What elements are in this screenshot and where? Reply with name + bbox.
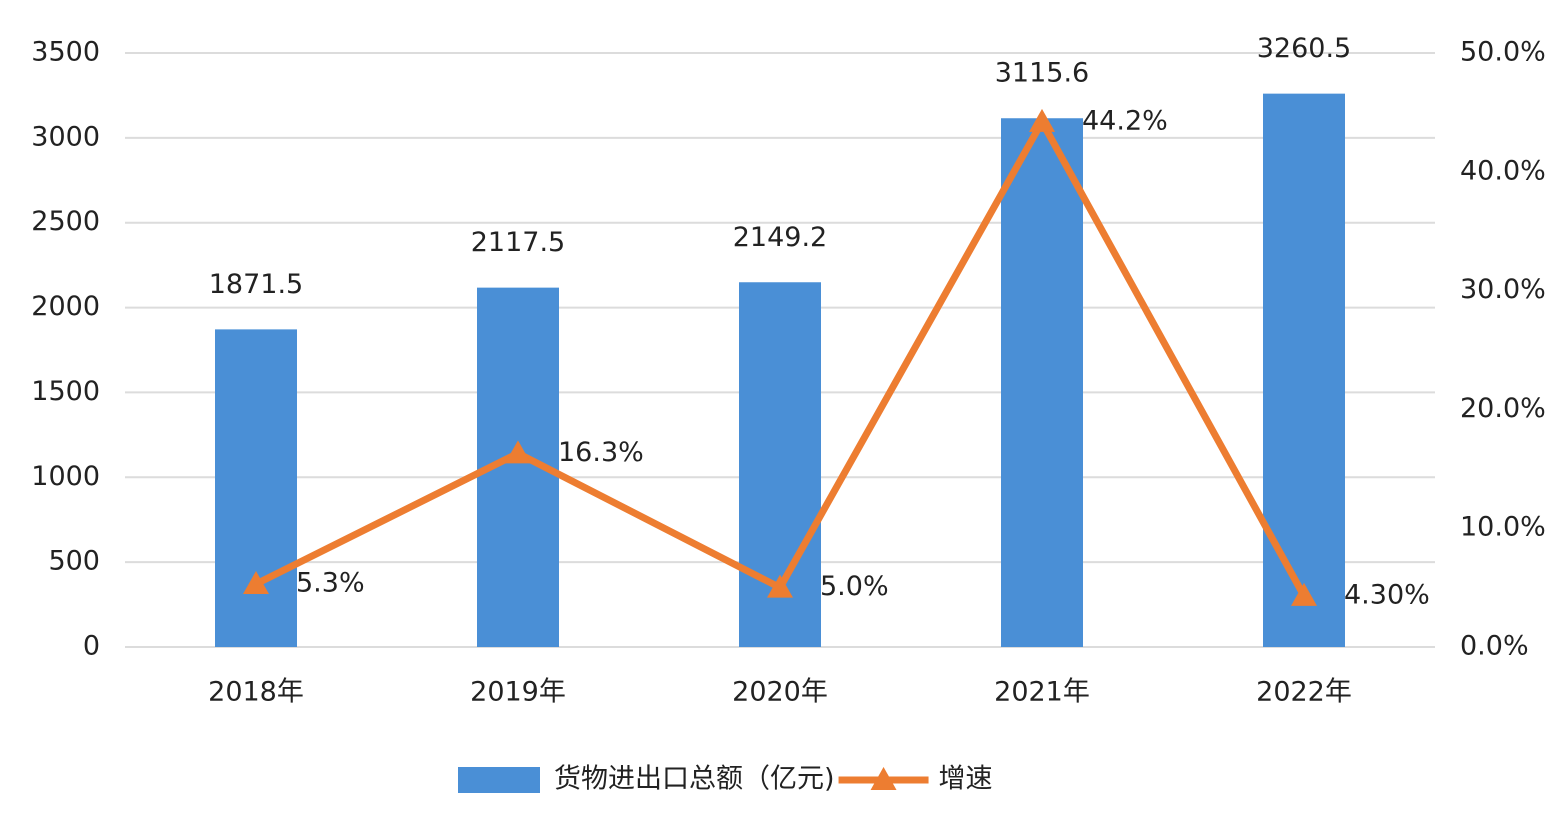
y2-tick-label: 0.0% (1460, 631, 1529, 662)
y2-tick-label: 50.0% (1460, 37, 1546, 68)
x-tick-label: 2019年 (470, 677, 566, 708)
x-tick-label: 2021年 (994, 677, 1090, 708)
y-tick-label: 1500 (31, 376, 100, 407)
bar-value-label: 2149.2 (733, 222, 827, 253)
y2-tick-label: 30.0% (1460, 274, 1546, 305)
line-value-label: 44.2% (1082, 105, 1168, 136)
bar-value-label: 3260.5 (1257, 33, 1351, 64)
line-marker (1029, 108, 1055, 132)
y2-tick-label: 20.0% (1460, 393, 1546, 424)
bar-value-label: 3115.6 (995, 58, 1089, 89)
line-value-label: 4.30% (1344, 579, 1430, 610)
y-tick-label: 500 (48, 546, 100, 577)
line-marker (505, 440, 531, 464)
line-value-label: 16.3% (558, 437, 644, 468)
legend-label: 增速 (939, 764, 993, 795)
line-value-label: 5.0% (820, 571, 889, 602)
bar (1001, 118, 1083, 648)
y-tick-label: 3000 (31, 121, 100, 152)
bar (215, 329, 297, 647)
bar-value-label: 1871.5 (209, 269, 303, 300)
line-marker (1291, 582, 1317, 606)
y-tick-label: 2000 (31, 291, 100, 322)
legend-swatch (458, 767, 540, 793)
line-marker (243, 571, 269, 595)
x-tick-label: 2020年 (732, 677, 828, 708)
y-tick-label: 0 (83, 631, 100, 662)
bar (1263, 93, 1345, 648)
y2-tick-label: 10.0% (1460, 512, 1546, 543)
legend-label: 货物进出口总额（亿元) (554, 764, 835, 795)
x-tick-label: 2018年 (208, 677, 304, 708)
y2-tick-label: 40.0% (1460, 155, 1546, 186)
line-marker (767, 574, 793, 598)
y-tick-label: 1000 (31, 461, 100, 492)
y-tick-label: 2500 (31, 206, 100, 237)
line-value-label: 5.3% (296, 568, 365, 599)
x-tick-label: 2022年 (1256, 677, 1352, 708)
legend-swatch (870, 767, 897, 790)
y-tick-label: 3500 (31, 37, 100, 68)
bar-value-label: 2117.5 (471, 227, 565, 258)
